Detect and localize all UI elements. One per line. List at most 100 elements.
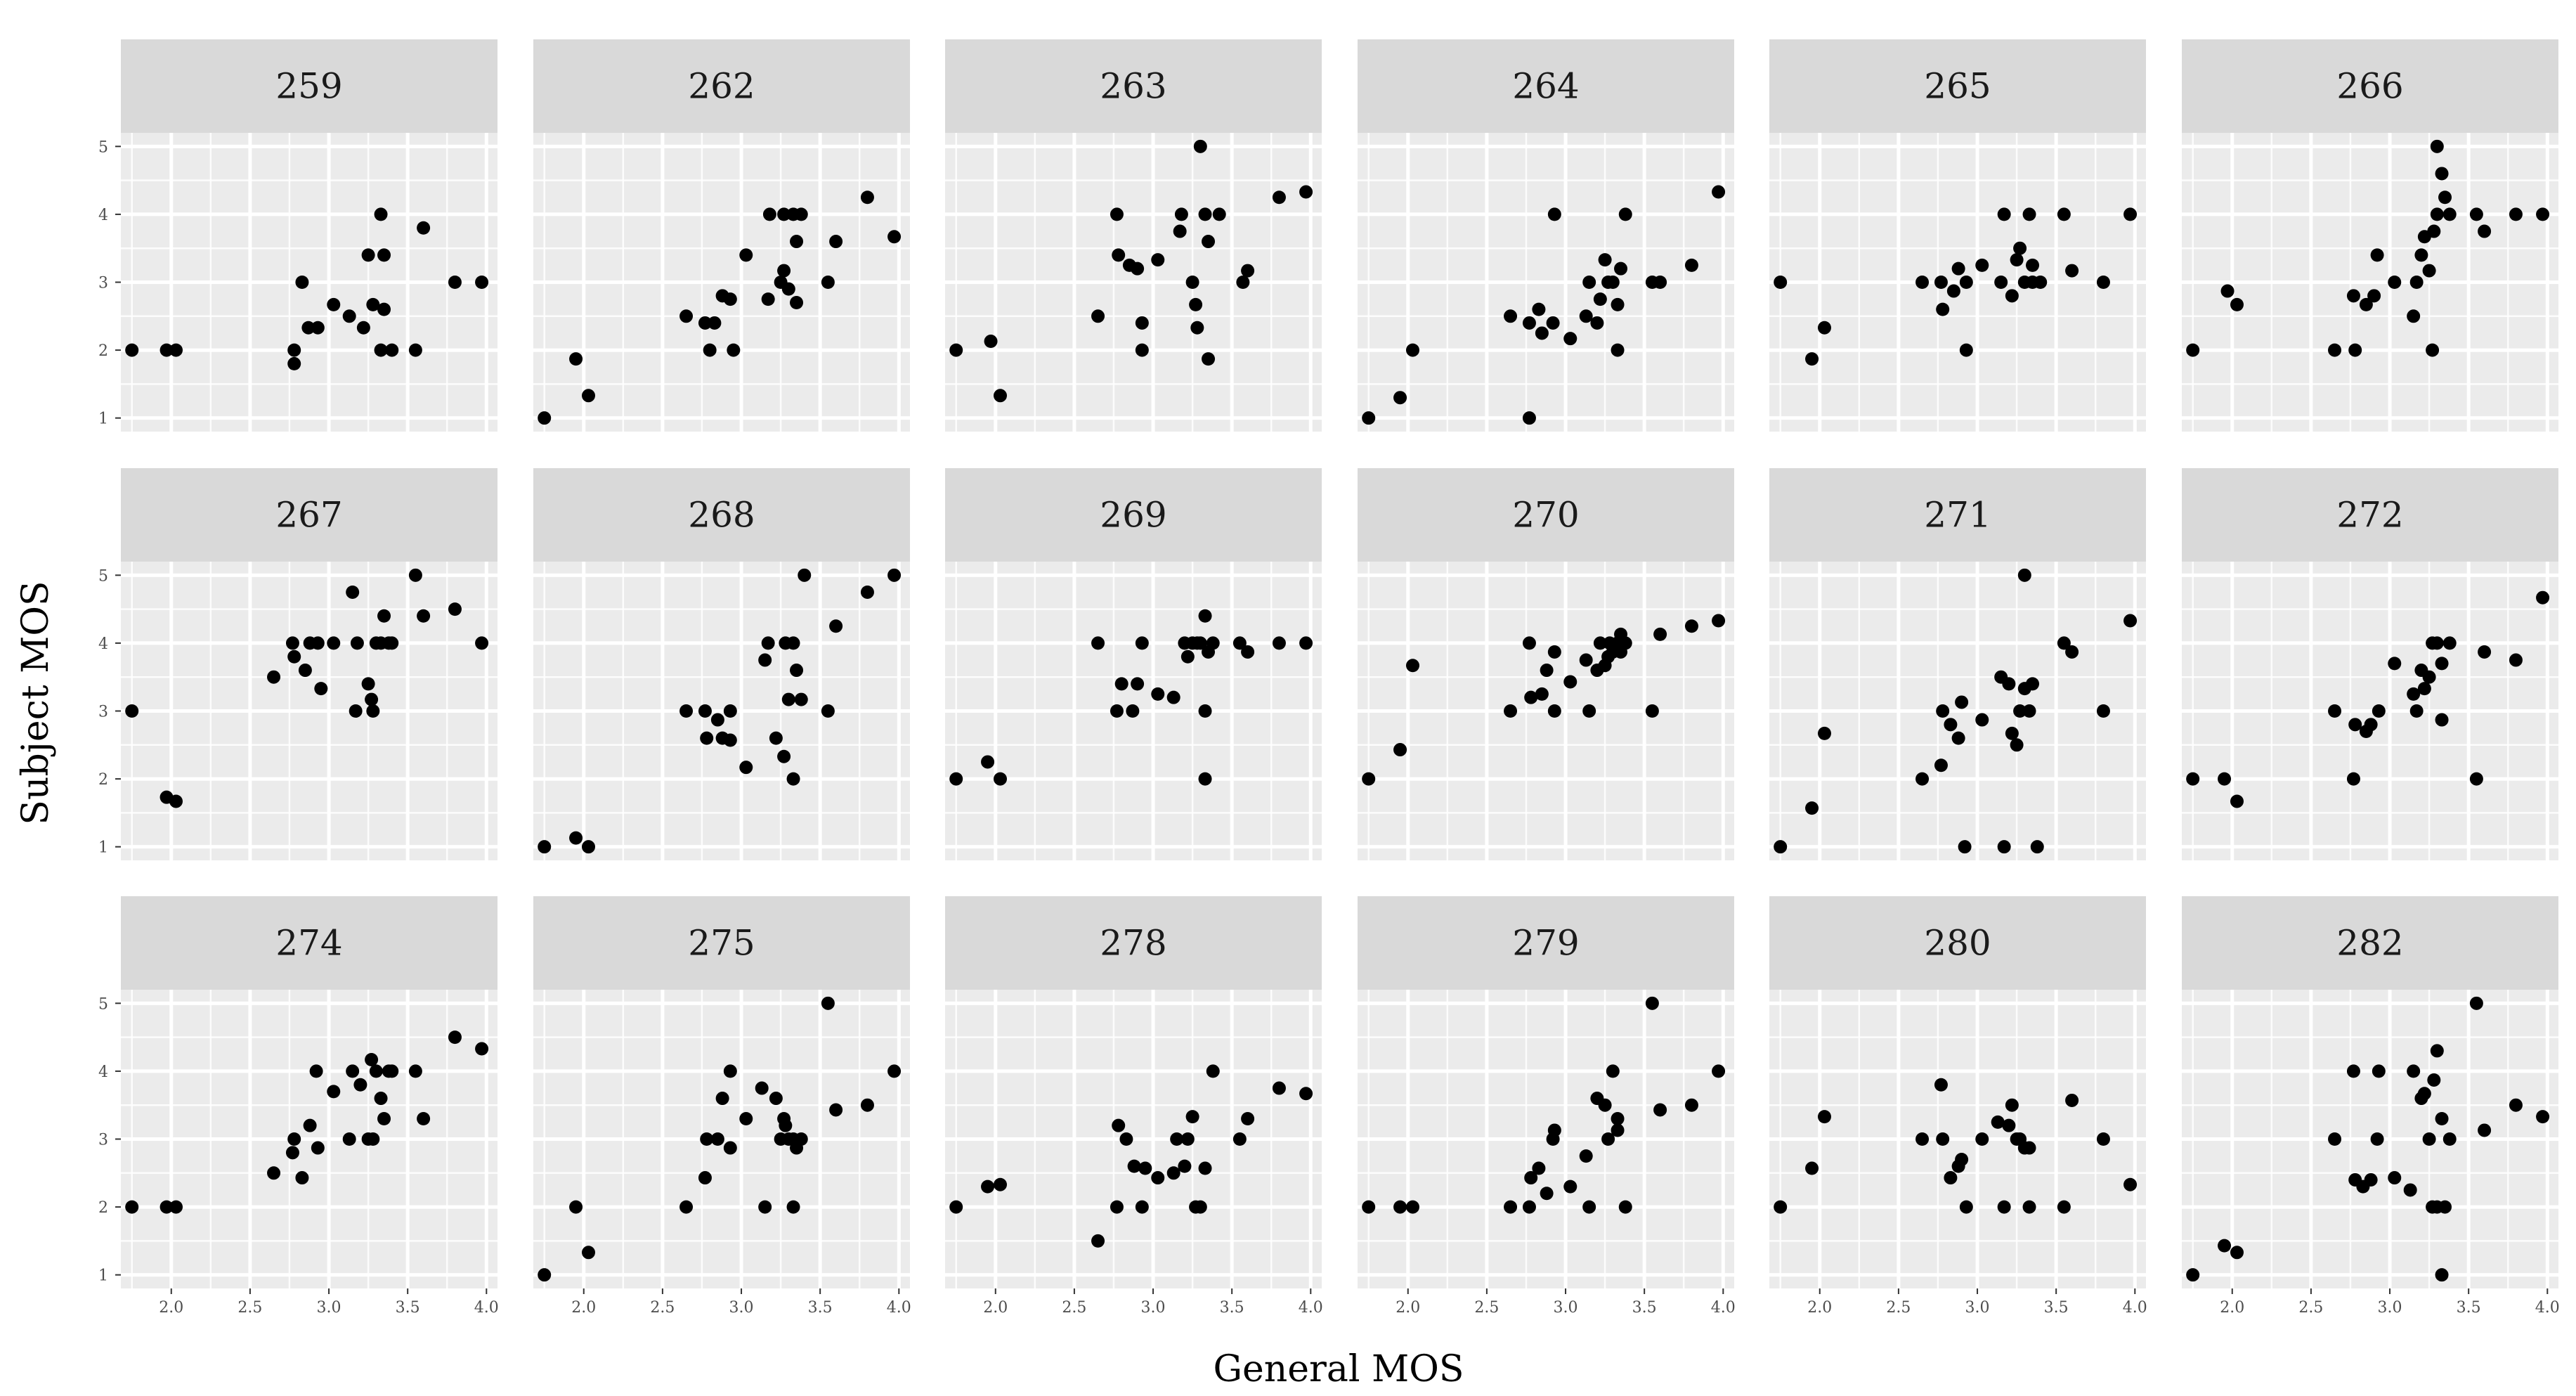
data-point [821,704,835,718]
data-point [2417,1087,2431,1101]
data-point [1774,276,1788,289]
data-point [475,1042,489,1056]
data-point [723,1064,737,1078]
data-point [374,343,388,357]
data-point [1405,659,1419,673]
data-point [2057,207,2071,221]
data-point [981,755,995,769]
data-point [1547,1123,1561,1137]
data-point [169,1200,183,1214]
data-point [949,1200,963,1214]
data-point [346,585,360,599]
data-point [703,343,717,357]
data-point [1178,1159,1192,1173]
data-point [2427,224,2441,238]
data-point [2422,670,2436,684]
data-point [860,190,874,205]
data-point [1614,261,1628,276]
data-point [829,1103,843,1117]
data-point [1915,772,1930,786]
x-tick-label: 2.5 [1886,1299,1911,1317]
data-point [361,248,375,262]
data-point [1579,309,1593,323]
data-point [860,585,874,599]
data-point [2026,258,2040,272]
data-point [361,677,375,691]
data-point [2057,1200,2071,1214]
facet-panel: 278 2.0 2.5 3.0 3.5 4.0 [945,896,1323,1317]
facet-strip [1769,468,2146,562]
data-point [1091,636,1105,650]
data-point [769,731,783,745]
data-point [2435,1268,2449,1282]
data-point [2005,1098,2019,1112]
data-point [356,321,370,335]
data-point [2438,1200,2452,1214]
data-point [2186,772,2200,786]
data-point [2509,1098,2523,1112]
data-point [377,248,391,262]
data-point [679,1200,694,1214]
facet-strip [2182,468,2558,562]
facet-panel: 259 1 2 3 4 5 [98,39,497,432]
data-point [1547,645,1561,659]
data-point [1193,636,1207,650]
data-point [2359,297,2373,311]
data-point [2186,1268,2200,1282]
data-point [781,692,795,706]
data-point [2364,1172,2378,1187]
data-point [1185,1110,1199,1124]
data-point [1582,1200,1596,1214]
data-point [1959,1200,1973,1214]
data-point [981,1180,995,1194]
data-point [2096,276,2110,289]
data-point [993,389,1007,403]
y-tick-label: 3 [98,1132,108,1149]
data-point [1563,1180,1578,1194]
data-point [366,1132,380,1146]
data-point [2536,207,2550,221]
x-tick-label: 2.5 [238,1299,262,1317]
data-point [2328,1132,2342,1146]
data-point [1193,139,1207,153]
data-point [1236,276,1250,289]
data-point [327,1085,341,1099]
facet-strip [2182,39,2558,133]
data-point [2536,1110,2550,1124]
data-point [448,602,462,616]
data-point [1299,1087,1313,1101]
data-point [1206,1064,1220,1078]
data-point [949,772,963,786]
data-point [2010,253,2024,267]
data-point [2346,772,2360,786]
data-point [2469,996,2483,1010]
data-point [829,619,843,633]
data-point [1241,645,1255,659]
data-point [1535,326,1549,340]
data-point [1110,1200,1124,1214]
data-point [408,568,422,582]
data-point [408,1064,422,1078]
facet-strip-label: 269 [1100,495,1166,536]
x-tick-label: 2.0 [1396,1299,1420,1317]
data-point [2220,284,2235,298]
x-tick-label: 4.0 [2123,1299,2147,1317]
x-tick-label: 3.5 [808,1299,833,1317]
data-point [1563,675,1578,689]
data-point [569,1200,583,1214]
x-tick-label: 2.0 [2220,1299,2244,1317]
data-point [448,276,462,289]
data-point [2403,1183,2417,1197]
data-point [1579,653,1593,667]
data-point [1405,343,1419,357]
data-point [169,794,183,808]
data-point [569,831,583,845]
facet-strip-label: 259 [275,66,342,107]
data-point [1598,253,1612,267]
data-point [1091,1234,1105,1248]
data-point [2409,276,2424,289]
data-point [1362,411,1376,425]
data-point [1593,292,1607,306]
data-point [679,704,694,718]
data-point [1193,1200,1207,1214]
